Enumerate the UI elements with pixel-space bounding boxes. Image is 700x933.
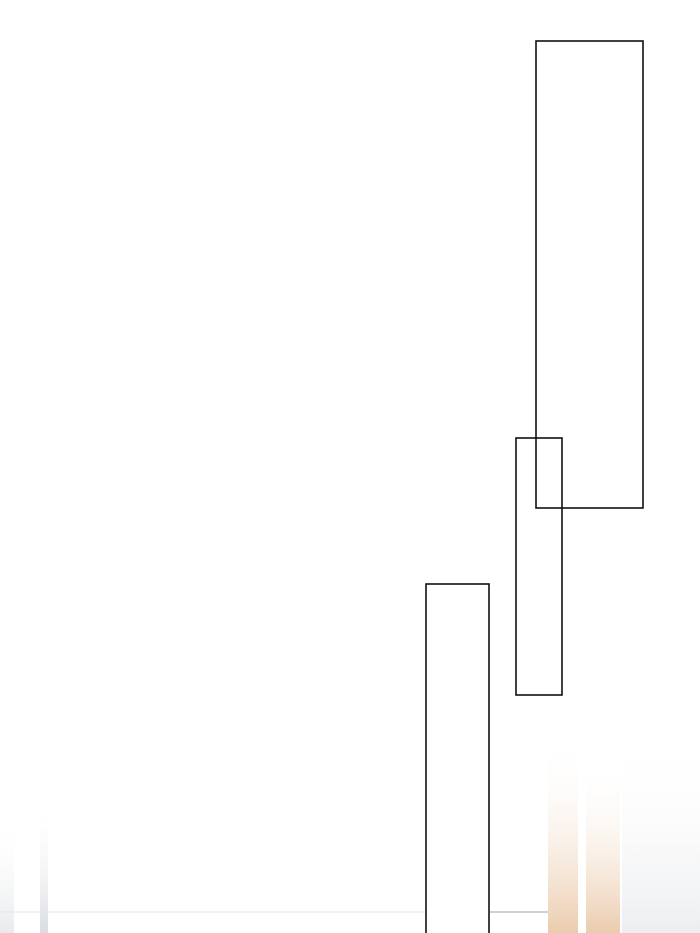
light-column bbox=[548, 740, 578, 933]
light-column bbox=[586, 760, 620, 933]
speech-box bbox=[515, 437, 563, 696]
speech-box bbox=[425, 583, 490, 933]
light-column bbox=[622, 730, 700, 933]
speech-box bbox=[535, 40, 644, 509]
light-column bbox=[40, 800, 48, 933]
light-column bbox=[0, 820, 14, 933]
